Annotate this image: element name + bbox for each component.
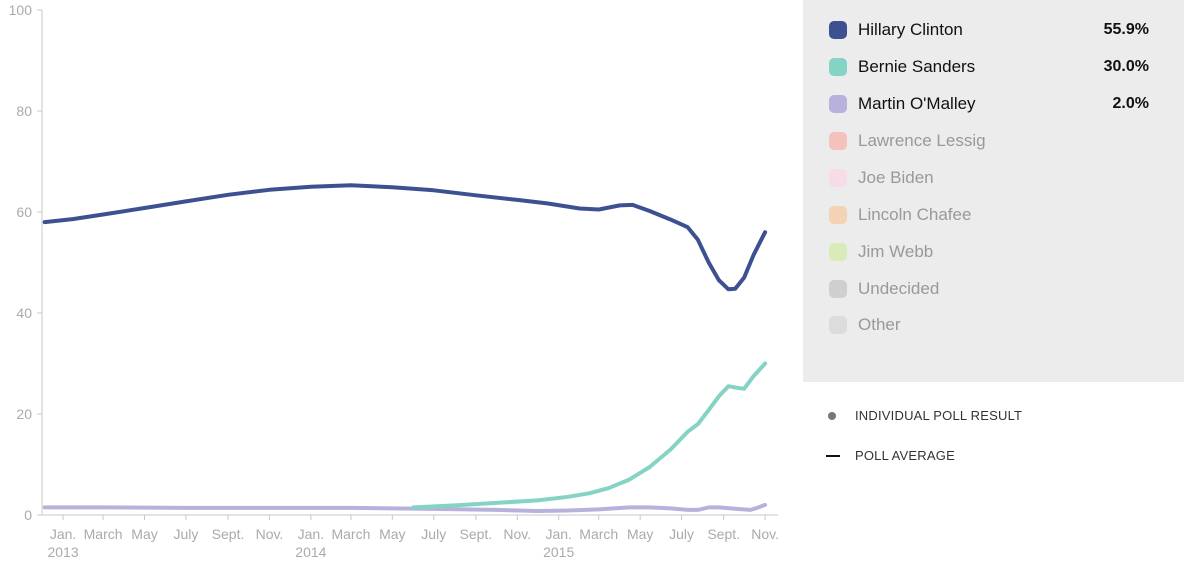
legend-value: 30.0% <box>1103 58 1149 75</box>
legend-swatch <box>829 206 847 224</box>
legend-item-bernie-sanders[interactable]: Bernie Sanders 30.0% <box>829 55 1149 79</box>
x-tick-label: Sept. <box>460 526 493 542</box>
legend-item-jim-webb[interactable]: Jim Webb <box>829 240 1149 264</box>
legend-name: Jim Webb <box>858 242 934 261</box>
y-tick-label: 40 <box>16 305 32 321</box>
legend-name: Lincoln Chafee <box>858 205 972 224</box>
x-tick-year-label: 2015 <box>543 544 574 560</box>
legend-swatch <box>829 280 847 298</box>
legend-swatch <box>829 58 847 76</box>
x-tick-year-label: 2013 <box>47 544 78 560</box>
x-tick-label: July <box>669 526 694 542</box>
poll-chart: 0 20 40 60 80 100 Jan. 2013 March May July Sept. No… <box>9 2 779 560</box>
x-tick-label: July <box>173 526 198 542</box>
legend-value: 2.0% <box>1112 95 1149 112</box>
legend-swatch <box>829 132 847 150</box>
x-tick-label: March <box>84 526 123 542</box>
x-tick-label: Sept. <box>212 526 245 542</box>
legend-name: Undecided <box>858 279 940 298</box>
series-layer <box>42 183 768 513</box>
x-tick-label: March <box>331 526 370 542</box>
dot-icon <box>828 411 836 420</box>
legend-name: Joe Biden <box>858 168 934 187</box>
series-line-martin-o-malley <box>42 502 768 513</box>
y-tick-label: 20 <box>16 406 32 422</box>
key-average-label: POLL AVERAGE <box>855 448 955 463</box>
x-tick-label: Nov. <box>503 526 531 542</box>
key-individual-label: INDIVIDUAL POLL RESULT <box>855 408 1023 423</box>
key-individual-poll-result: INDIVIDUAL POLL RESULT <box>826 408 1022 423</box>
x-tick-label: March <box>579 526 618 542</box>
legend-item-martin-omalley[interactable]: Martin O'Malley 2.0% <box>829 92 1149 116</box>
legend-panel: Hillary Clinton 55.9% Bernie Sanders 30.… <box>803 0 1184 382</box>
x-tick-label: May <box>379 526 405 542</box>
line-icon <box>826 454 840 457</box>
x-tick-label: Jan. <box>545 526 571 542</box>
legend-swatch <box>829 169 847 187</box>
series-line-bernie-sanders <box>411 361 768 510</box>
legend-swatch <box>829 243 847 261</box>
x-tick-year-label: 2014 <box>295 544 326 560</box>
legend-name: Lawrence Lessig <box>858 131 986 150</box>
legend-name: Bernie Sanders <box>858 57 976 76</box>
legend-value: 55.9% <box>1103 21 1149 38</box>
x-tick-label: May <box>627 526 653 542</box>
y-tick-label: 60 <box>16 204 32 220</box>
legend-name: Hillary Clinton <box>858 20 963 39</box>
legend-item-lincoln-chafee[interactable]: Lincoln Chafee <box>829 203 1149 227</box>
x-tick-label: Nov. <box>751 526 779 542</box>
key-poll-average: POLL AVERAGE <box>826 448 955 463</box>
legend-item-other[interactable]: Other <box>829 313 1149 337</box>
legend-item-undecided[interactable]: Undecided <box>829 277 1149 301</box>
legend-name: Other <box>858 315 901 334</box>
y-tick-label: 100 <box>9 2 33 18</box>
x-tick-label: July <box>421 526 446 542</box>
x-tick-label: Jan. <box>298 526 324 542</box>
x-tick-label: Jan. <box>50 526 76 542</box>
y-tick-label: 80 <box>16 103 32 119</box>
legend-swatch <box>829 21 847 39</box>
legend-swatch <box>829 316 847 334</box>
y-axis: 0 20 40 60 80 100 <box>9 2 43 523</box>
legend-name: Martin O'Malley <box>858 94 976 113</box>
legend-item-hillary-clinton[interactable]: Hillary Clinton 55.9% <box>829 18 1149 42</box>
x-tick-label: Sept. <box>707 526 740 542</box>
legend-item-lawrence-lessig[interactable]: Lawrence Lessig <box>829 129 1149 153</box>
legend-item-joe-biden[interactable]: Joe Biden <box>829 166 1149 190</box>
y-tick-label: 0 <box>24 507 32 523</box>
series-line-hillary-clinton <box>42 183 768 292</box>
x-axis: Jan. 2013 March May July Sept. Nov. Jan. 2014 Mar… <box>42 514 779 560</box>
x-tick-label: May <box>131 526 157 542</box>
x-tick-label: Nov. <box>256 526 284 542</box>
legend-swatch <box>829 95 847 113</box>
